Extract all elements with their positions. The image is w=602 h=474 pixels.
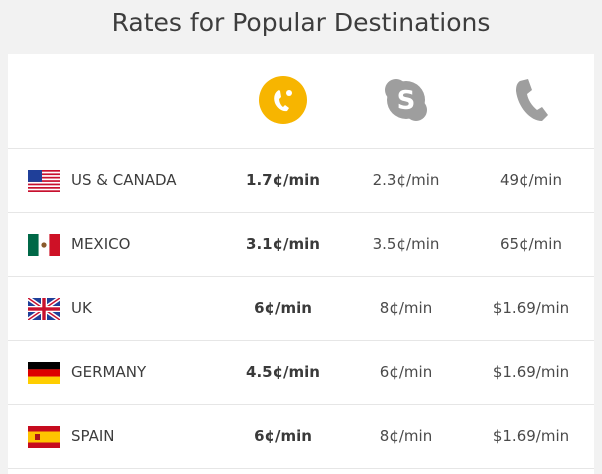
landline-rate: 49¢/min [500,171,562,189]
table-row: GERMANY 4.5¢/min 6¢/min $1.69/min [8,341,594,405]
country-name: US & CANADA [71,171,177,189]
country-name: MEXICO [71,235,131,253]
table-row: US & CANADA 1.7¢/min 2.3¢/min 49¢/min [8,149,594,213]
germany-flag-icon [28,362,60,384]
landline-rate: $1.69/min [492,427,570,445]
skype-rate: 2.3¢/min [372,171,440,189]
mexico-flag-icon [28,234,60,256]
table-row: UK 6¢/min 8¢/min $1.69/min [8,277,594,341]
skype-rate: 3.5¢/min [372,235,440,253]
skype-rate: 8¢/min [379,427,433,445]
app-rate: 3.1¢/min [246,235,320,253]
app-rate: 6¢/min [254,299,312,317]
table-row: MEXICO 3.1¢/min 3.5¢/min 65¢/min [8,213,594,277]
landline-rate: $1.69/min [492,363,570,381]
usa-flag-icon [28,170,60,192]
spain-flag-icon [28,426,60,448]
country-name: SPAIN [71,427,115,445]
app-rate: 6¢/min [254,427,312,445]
page-title: Rates for Popular Destinations [111,8,491,37]
landline-phone-icon [507,76,555,124]
landline-rate: $1.69/min [492,299,570,317]
country-name: GERMANY [71,363,147,381]
skype-icon: S [382,76,430,124]
app-rate: 4.5¢/min [246,363,320,381]
app-rate: 1.7¢/min [246,171,320,189]
yellow-phone-app-icon [259,76,307,124]
skype-rate: 8¢/min [379,299,433,317]
table-header: S [8,54,594,149]
country-name: UK [71,299,92,317]
svg-text:S: S [397,86,416,116]
landline-rate: 65¢/min [500,235,562,253]
table-row: SPAIN 6¢/min 8¢/min $1.69/min [8,405,594,469]
rates-table: S [8,54,594,474]
skype-rate: 6¢/min [379,363,433,381]
uk-flag-icon [28,298,60,320]
